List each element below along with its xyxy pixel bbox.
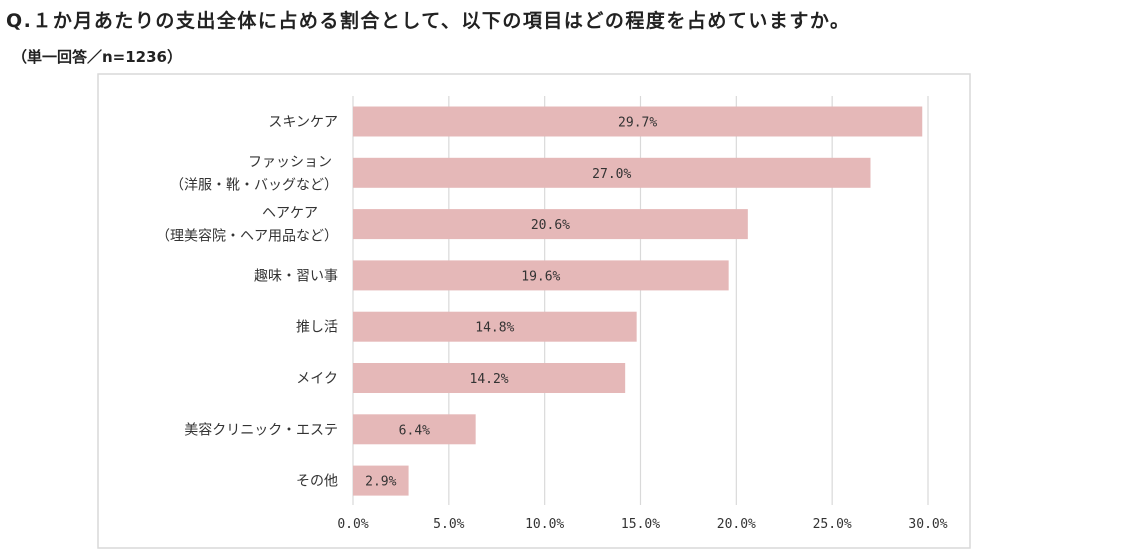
- x-tick-label: 25.0%: [813, 517, 852, 532]
- category-label: スキンケア: [268, 115, 338, 131]
- category-label: 美容クリニック・エステ: [184, 421, 338, 438]
- data-label: 19.6%: [521, 269, 560, 284]
- data-label: 14.8%: [475, 321, 514, 336]
- x-tick-label: 5.0%: [433, 517, 464, 532]
- x-tick-label: 30.0%: [908, 517, 947, 532]
- data-label: 29.7%: [618, 116, 657, 131]
- category-label: メイク: [296, 371, 338, 387]
- bar: [353, 106, 923, 137]
- category-label: その他: [296, 474, 338, 490]
- data-label: 20.6%: [531, 218, 570, 233]
- category-label: ヘアケア: [262, 206, 318, 222]
- category-label: （理美容院・ヘア用品など）: [156, 228, 338, 245]
- chart-subtitle: （単一回答／n=1236）: [12, 48, 182, 66]
- x-tick-label: 20.0%: [717, 517, 756, 532]
- data-label: 2.9%: [365, 475, 396, 490]
- bar: [353, 311, 637, 342]
- category-label: 推し活: [296, 320, 338, 336]
- x-tick-label: 10.0%: [525, 517, 564, 532]
- x-tick-label: 0.0%: [337, 517, 368, 532]
- chart-frame: [97, 73, 971, 549]
- bar: [353, 465, 409, 496]
- bar: [353, 209, 748, 240]
- x-tick-label: 15.0%: [621, 517, 660, 532]
- bar: [353, 260, 729, 291]
- data-label: 27.0%: [592, 167, 631, 182]
- bar: [353, 414, 476, 445]
- category-label: 趣味・習い事: [254, 268, 338, 284]
- data-label: 14.2%: [470, 372, 509, 387]
- category-label: （洋服・靴・バッグなど）: [170, 177, 338, 193]
- category-label: ファッション: [248, 154, 332, 170]
- chart-title: Q.１か月あたりの支出全体に占める割合として、以下の項目はどの程度を占めています…: [6, 10, 851, 32]
- bar: [353, 363, 626, 393]
- data-label: 6.4%: [399, 423, 430, 438]
- bar: [353, 157, 871, 188]
